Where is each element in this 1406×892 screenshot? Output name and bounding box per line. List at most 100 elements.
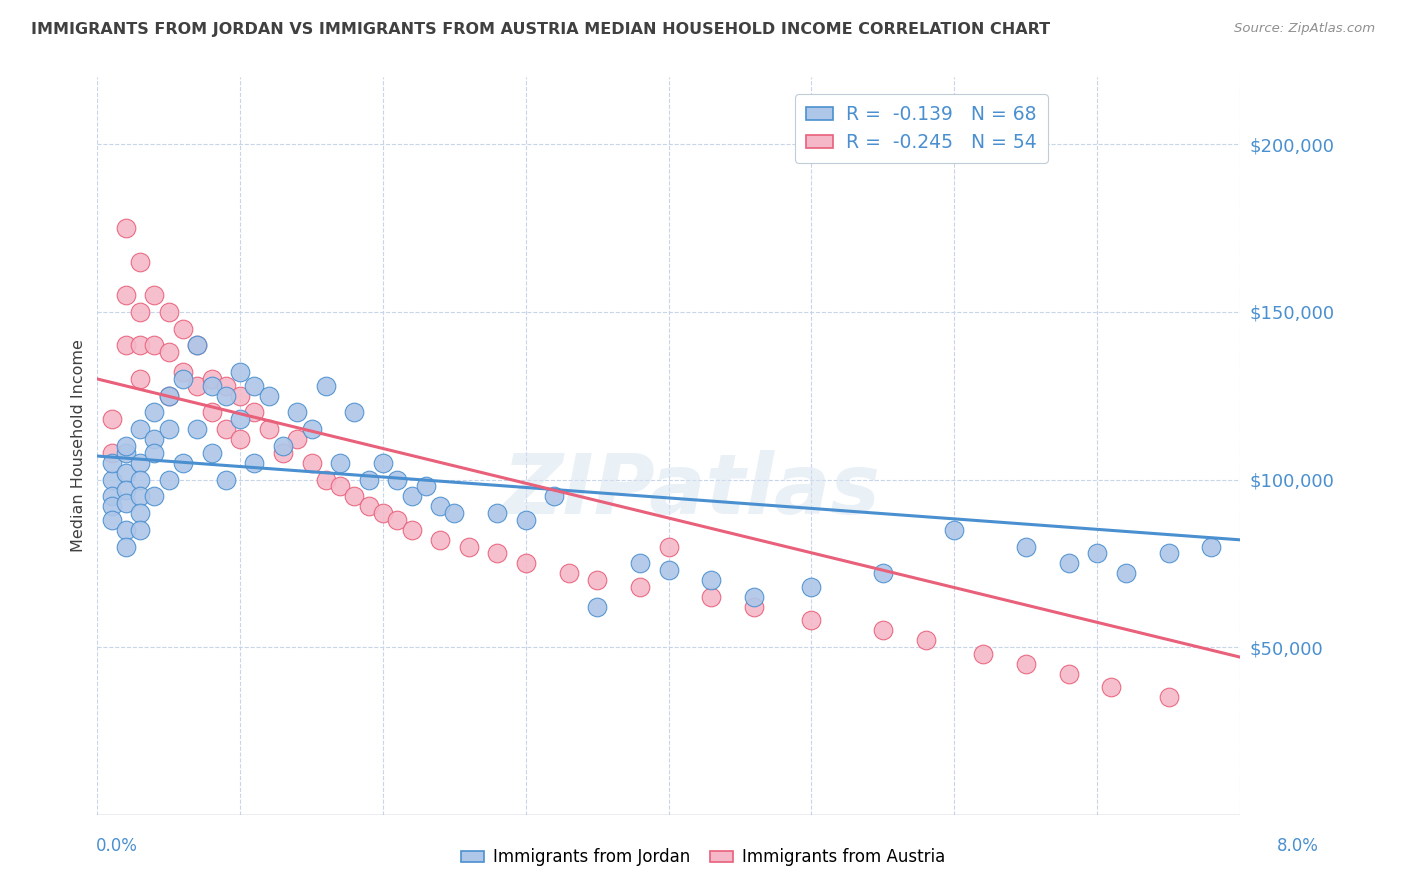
Point: [271, 439, 294, 453]
Point: [800, 613, 823, 627]
Point: [115, 446, 138, 460]
Text: 8.0%: 8.0%: [1277, 837, 1319, 855]
Point: [129, 254, 152, 268]
Text: Source: ZipAtlas.com: Source: ZipAtlas.com: [1234, 22, 1375, 36]
Point: [215, 422, 238, 436]
Point: [658, 540, 681, 554]
Point: [401, 489, 423, 503]
Point: [872, 624, 894, 638]
Point: [315, 473, 337, 487]
Point: [914, 633, 936, 648]
Point: [1099, 680, 1122, 694]
Point: [271, 446, 294, 460]
Point: [157, 389, 180, 403]
Point: [229, 365, 252, 379]
Point: [143, 432, 166, 446]
Point: [1157, 546, 1180, 560]
Point: [543, 489, 565, 503]
Point: [257, 389, 280, 403]
Point: [700, 590, 723, 604]
Point: [100, 473, 122, 487]
Point: [257, 422, 280, 436]
Point: [115, 496, 138, 510]
Point: [129, 338, 152, 352]
Point: [129, 489, 152, 503]
Point: [700, 573, 723, 587]
Point: [972, 647, 994, 661]
Point: [329, 479, 352, 493]
Point: [1201, 540, 1223, 554]
Point: [1115, 566, 1137, 581]
Point: [143, 405, 166, 419]
Point: [1057, 666, 1080, 681]
Point: [1057, 556, 1080, 570]
Point: [100, 412, 122, 426]
Point: [100, 446, 122, 460]
Point: [229, 389, 252, 403]
Point: [429, 500, 451, 514]
Point: [415, 479, 437, 493]
Point: [357, 473, 380, 487]
Point: [143, 338, 166, 352]
Point: [129, 372, 152, 386]
Legend: R =  -0.139   N = 68, R =  -0.245   N = 54: R = -0.139 N = 68, R = -0.245 N = 54: [796, 95, 1047, 163]
Y-axis label: Median Household Income: Median Household Income: [72, 340, 86, 552]
Point: [515, 556, 537, 570]
Point: [100, 489, 122, 503]
Point: [157, 345, 180, 359]
Point: [243, 378, 266, 392]
Point: [157, 473, 180, 487]
Point: [157, 305, 180, 319]
Point: [285, 405, 308, 419]
Point: [301, 422, 323, 436]
Point: [658, 563, 681, 577]
Point: [486, 546, 509, 560]
Point: [1015, 540, 1038, 554]
Point: [329, 456, 352, 470]
Point: [172, 456, 194, 470]
Point: [186, 338, 208, 352]
Point: [486, 506, 509, 520]
Point: [115, 466, 138, 480]
Point: [586, 573, 609, 587]
Point: [243, 456, 266, 470]
Point: [129, 473, 152, 487]
Point: [129, 506, 152, 520]
Text: ZIPatlas: ZIPatlas: [502, 450, 880, 531]
Point: [515, 513, 537, 527]
Point: [387, 473, 409, 487]
Point: [172, 372, 194, 386]
Point: [143, 446, 166, 460]
Point: [429, 533, 451, 547]
Point: [229, 412, 252, 426]
Legend: Immigrants from Jordan, Immigrants from Austria: Immigrants from Jordan, Immigrants from …: [454, 842, 952, 873]
Point: [744, 590, 766, 604]
Point: [1085, 546, 1108, 560]
Point: [1015, 657, 1038, 671]
Point: [215, 378, 238, 392]
Point: [343, 405, 366, 419]
Point: [943, 523, 966, 537]
Point: [129, 456, 152, 470]
Point: [186, 378, 208, 392]
Point: [315, 378, 337, 392]
Point: [872, 566, 894, 581]
Point: [157, 389, 180, 403]
Point: [186, 338, 208, 352]
Point: [557, 566, 579, 581]
Point: [115, 338, 138, 352]
Point: [201, 446, 224, 460]
Point: [143, 288, 166, 302]
Text: 0.0%: 0.0%: [96, 837, 138, 855]
Point: [285, 432, 308, 446]
Point: [143, 489, 166, 503]
Point: [100, 456, 122, 470]
Point: [201, 405, 224, 419]
Point: [343, 489, 366, 503]
Point: [115, 221, 138, 235]
Point: [201, 378, 224, 392]
Point: [172, 322, 194, 336]
Point: [744, 599, 766, 614]
Point: [215, 389, 238, 403]
Point: [115, 483, 138, 497]
